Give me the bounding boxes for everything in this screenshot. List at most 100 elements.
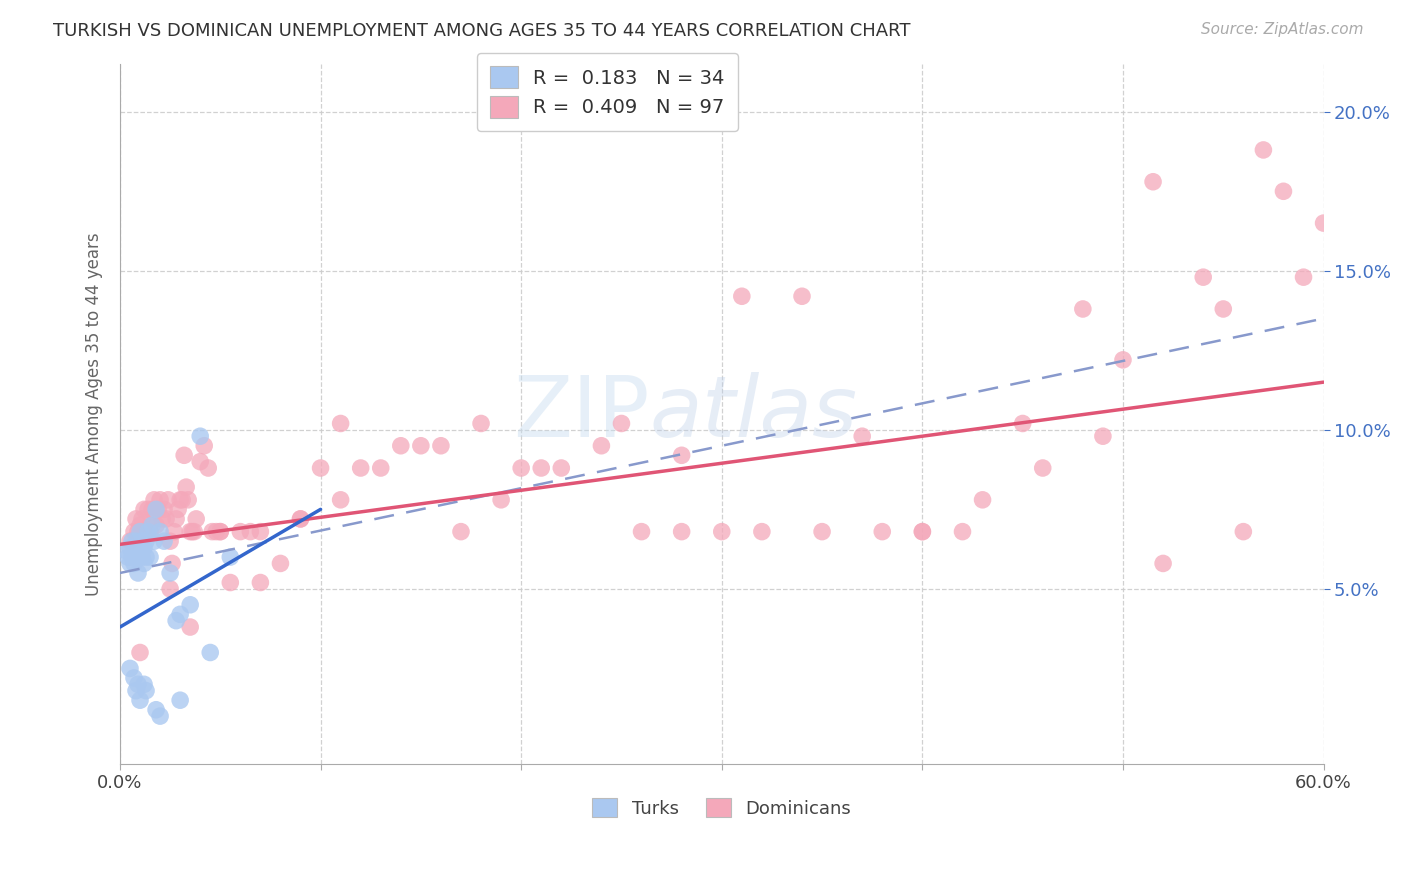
Point — [249, 575, 271, 590]
Point — [135, 550, 157, 565]
Y-axis label: Unemployment Among Ages 35 to 44 years: Unemployment Among Ages 35 to 44 years — [86, 232, 103, 596]
Point — [229, 524, 252, 539]
Point — [179, 524, 201, 539]
Point — [135, 683, 157, 698]
Point — [1253, 143, 1275, 157]
Point — [450, 524, 472, 539]
Point — [159, 534, 181, 549]
Point — [671, 448, 693, 462]
Point — [129, 645, 152, 659]
Point — [290, 512, 312, 526]
Point — [132, 557, 155, 571]
Point — [159, 566, 181, 580]
Point — [350, 461, 373, 475]
Point — [1292, 270, 1315, 285]
Point — [510, 461, 533, 475]
Point — [790, 289, 813, 303]
Point — [160, 557, 183, 571]
Point — [165, 512, 187, 526]
Point — [1272, 184, 1295, 198]
Point — [811, 524, 834, 539]
Point — [169, 492, 191, 507]
Point — [1232, 524, 1254, 539]
Point — [129, 550, 152, 565]
Point — [122, 557, 145, 571]
Point — [125, 512, 148, 526]
Point — [409, 439, 432, 453]
Point — [139, 524, 162, 539]
Point — [136, 524, 159, 539]
Point — [122, 671, 145, 685]
Point — [118, 534, 141, 549]
Point — [143, 534, 166, 549]
Point — [129, 524, 152, 539]
Point — [131, 550, 153, 565]
Point — [179, 620, 201, 634]
Point — [139, 550, 162, 565]
Point — [188, 429, 211, 443]
Point — [167, 502, 190, 516]
Point — [183, 524, 205, 539]
Point — [125, 550, 148, 565]
Point — [181, 524, 204, 539]
Point — [197, 461, 219, 475]
Point — [121, 550, 143, 565]
Point — [1071, 301, 1094, 316]
Point — [149, 524, 172, 539]
Point — [430, 439, 453, 453]
Point — [136, 502, 159, 516]
Point — [127, 566, 149, 580]
Point — [911, 524, 934, 539]
Point — [159, 582, 181, 596]
Point — [150, 512, 173, 526]
Point — [710, 524, 733, 539]
Point — [132, 502, 155, 516]
Point — [132, 524, 155, 539]
Point — [193, 439, 215, 453]
Point — [290, 512, 312, 526]
Point — [1091, 429, 1114, 443]
Point — [131, 534, 153, 549]
Point — [145, 502, 167, 516]
Point — [1011, 417, 1033, 431]
Point — [1142, 175, 1164, 189]
Point — [135, 534, 157, 549]
Point — [630, 524, 652, 539]
Point — [1152, 557, 1174, 571]
Point — [249, 524, 271, 539]
Point — [239, 524, 262, 539]
Point — [153, 502, 176, 516]
Point — [470, 417, 492, 431]
Point — [122, 524, 145, 539]
Point — [177, 492, 200, 507]
Point — [118, 557, 141, 571]
Point — [141, 518, 163, 533]
Point — [179, 598, 201, 612]
Point — [911, 524, 934, 539]
Point — [118, 541, 141, 555]
Point — [174, 480, 197, 494]
Point — [219, 575, 242, 590]
Point — [219, 550, 242, 565]
Point — [149, 492, 172, 507]
Point — [329, 492, 352, 507]
Point — [1032, 461, 1054, 475]
Point — [591, 439, 613, 453]
Point — [129, 543, 152, 558]
Point — [121, 534, 143, 549]
Point — [205, 524, 228, 539]
Point — [149, 709, 172, 723]
Point — [952, 524, 974, 539]
Point — [125, 534, 148, 549]
Point — [129, 693, 152, 707]
Point — [163, 524, 186, 539]
Point — [671, 524, 693, 539]
Point — [731, 289, 754, 303]
Point — [851, 429, 873, 443]
Point — [329, 417, 352, 431]
Point — [972, 492, 994, 507]
Point — [1192, 270, 1215, 285]
Point — [127, 541, 149, 555]
Text: TURKISH VS DOMINICAN UNEMPLOYMENT AMONG AGES 35 TO 44 YEARS CORRELATION CHART: TURKISH VS DOMINICAN UNEMPLOYMENT AMONG … — [53, 22, 911, 40]
Point — [135, 524, 157, 539]
